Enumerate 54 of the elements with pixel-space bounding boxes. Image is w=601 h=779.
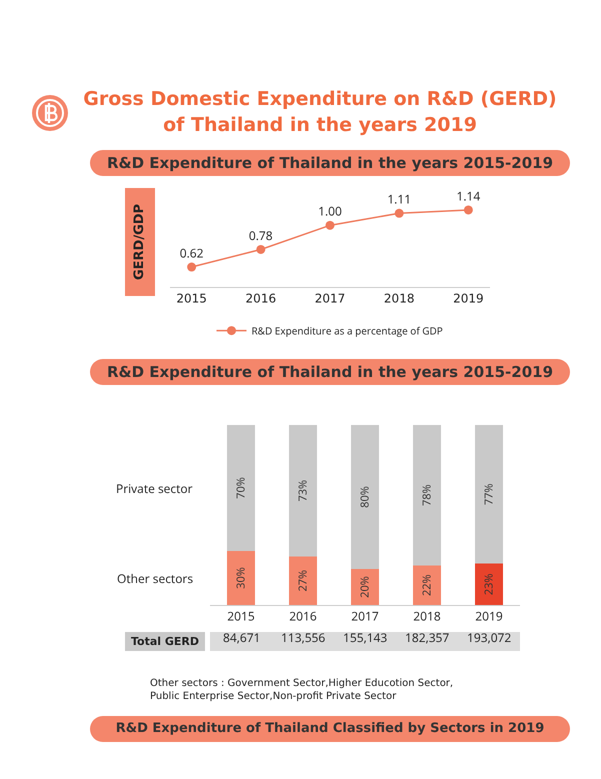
data-label: 77% bbox=[482, 483, 496, 506]
data-label: 1.00 bbox=[318, 202, 342, 220]
legend-label: R&D Expenditure as a percentage of GDP bbox=[252, 324, 443, 338]
data-label: 70% bbox=[234, 477, 248, 499]
bar bbox=[475, 425, 503, 564]
bar bbox=[413, 565, 441, 605]
text: 193,072 bbox=[467, 629, 512, 646]
bar bbox=[475, 564, 503, 605]
data-label: 80% bbox=[358, 486, 372, 508]
bar bbox=[351, 425, 379, 569]
y-axis-title: GERD/GDP bbox=[125, 188, 155, 296]
data-label: 1.11 bbox=[387, 190, 412, 208]
data-label: 30% bbox=[234, 567, 248, 589]
x-tick-label: 2015 bbox=[176, 291, 207, 306]
x-tick-label: 2019 bbox=[475, 607, 503, 624]
x-tick-label: 2018 bbox=[384, 291, 414, 306]
bar bbox=[289, 425, 317, 556]
text: Private sector bbox=[116, 480, 193, 497]
text: 182,357 bbox=[405, 629, 450, 646]
x-tick-label: 2017 bbox=[314, 291, 346, 306]
x-tick-label: 2015 bbox=[227, 607, 255, 624]
text: Other sectors : Government Sector,Higher Educotion Sector, Public Enterprise Sector,Non-profit Private Sector bbox=[150, 677, 454, 703]
point bbox=[256, 244, 266, 254]
data-label: 0.62 bbox=[180, 244, 204, 262]
text: R&D Expenditure of Thailand Classified by Sectors in 2019 bbox=[90, 716, 570, 742]
bar bbox=[413, 425, 441, 566]
bar bbox=[227, 551, 255, 605]
data-label: 1.14 bbox=[456, 187, 480, 204]
x-tick-label: 2018 bbox=[413, 607, 441, 624]
x-tick-label: 2017 bbox=[351, 607, 379, 624]
data-label: 22% bbox=[420, 574, 434, 596]
text: Other sectors bbox=[117, 570, 194, 587]
x-tick-label: 2016 bbox=[289, 607, 317, 624]
text: 155,143 bbox=[343, 629, 388, 646]
data-label: 73% bbox=[296, 480, 310, 502]
x-tick-label: 2016 bbox=[246, 291, 276, 306]
point bbox=[464, 205, 473, 214]
chart-title: Gross Domestic Expenditure on R&D (GERD) of Thailand in the years 2019 bbox=[82, 87, 558, 138]
data-label: 78% bbox=[420, 484, 434, 506]
x-tick-label: 2019 bbox=[453, 291, 484, 306]
point bbox=[187, 262, 196, 272]
bar bbox=[289, 556, 317, 605]
data-label: 0.78 bbox=[248, 226, 273, 244]
bar bbox=[227, 425, 255, 551]
data-label: 23% bbox=[482, 573, 496, 596]
point bbox=[394, 208, 404, 218]
chart-subtitle: R&D Expenditure of Thailand in the years 2015-2019 bbox=[90, 150, 570, 176]
chart-title: R&D Expenditure of Thailand in the years 2015-2019 bbox=[90, 359, 570, 385]
data-label: 27% bbox=[296, 570, 310, 592]
point bbox=[326, 220, 334, 230]
text: 113,556 bbox=[281, 629, 326, 646]
bar bbox=[351, 569, 379, 605]
text: 84,671 bbox=[223, 629, 260, 646]
data-label: 20% bbox=[358, 576, 372, 598]
